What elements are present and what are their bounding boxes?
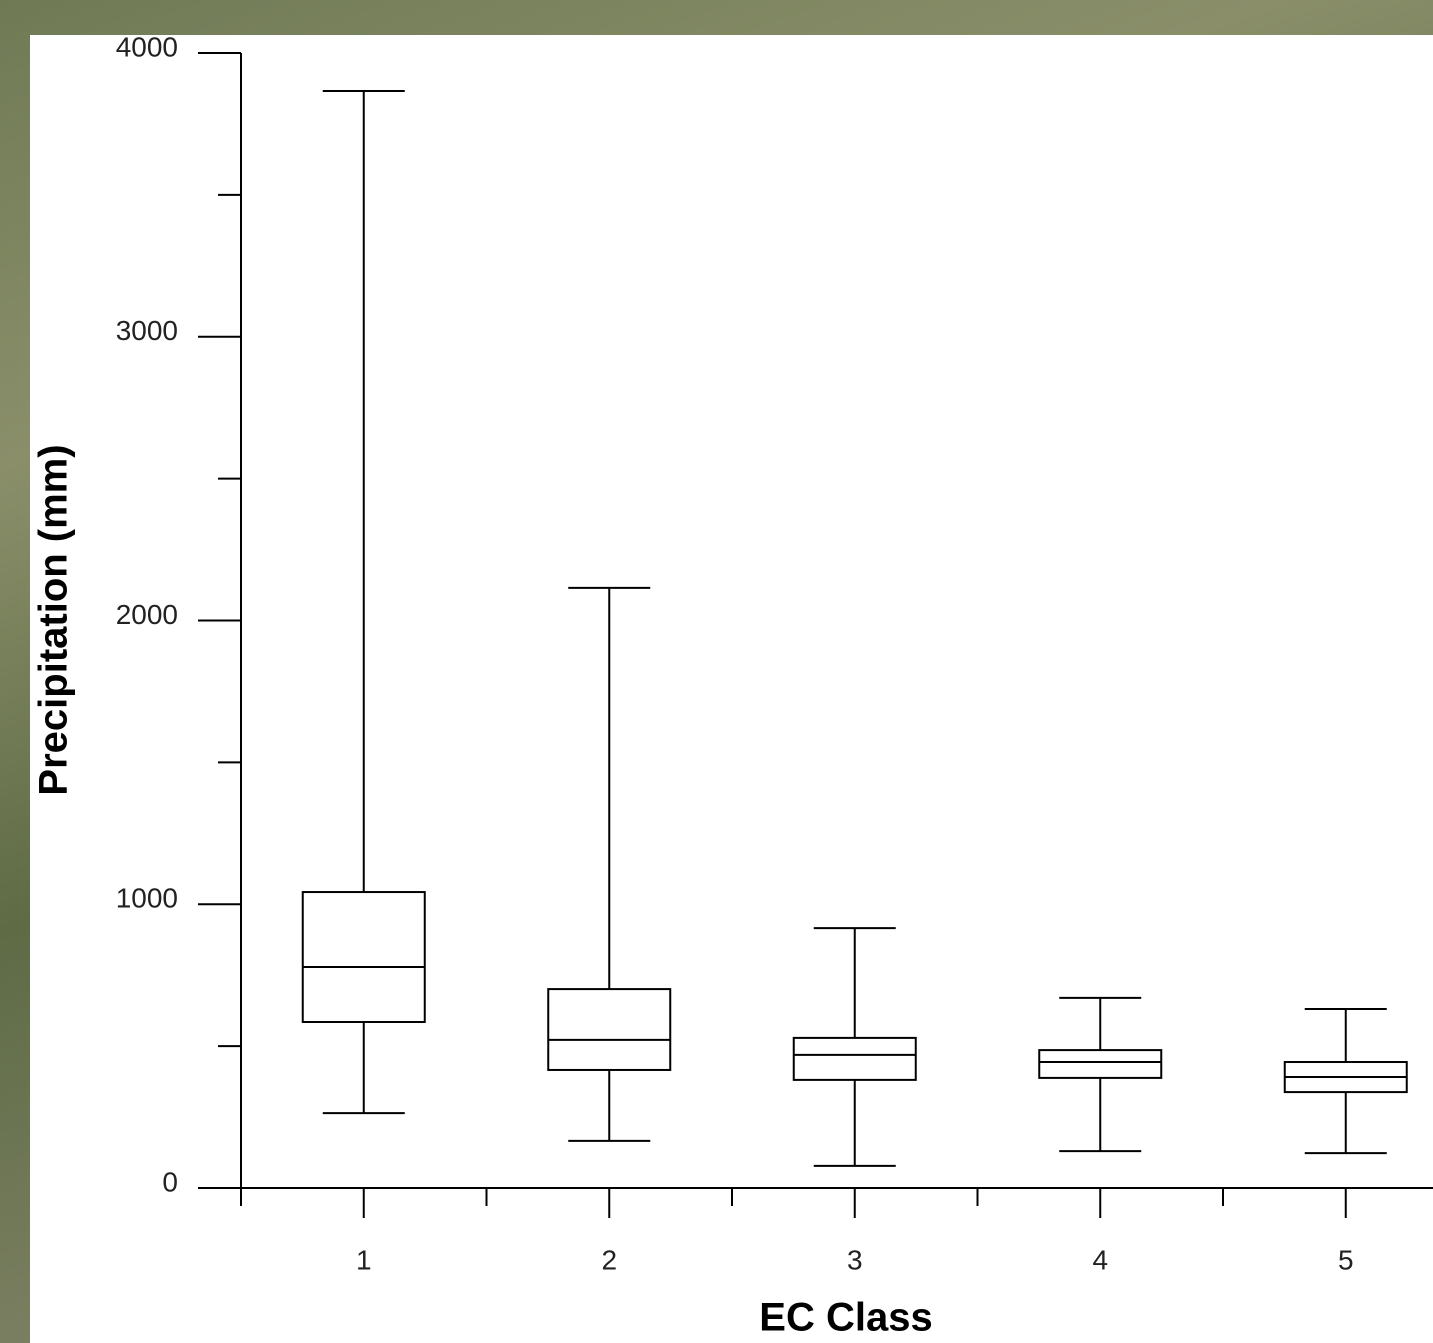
y-tick-label: 0 [162, 1166, 178, 1197]
chart: EC Class Precipitation (mm) 0 1000 2000 300… [0, 0, 1433, 1343]
y-tick-label: 4000 [116, 31, 178, 62]
x-tick-label: 1 [356, 1244, 372, 1275]
x-tick-label: 3 [847, 1244, 863, 1275]
y-tick-label: 1000 [116, 883, 178, 914]
y-tick-label: 3000 [116, 315, 178, 346]
y-axis-title: Precipitation (mm) [32, 444, 76, 795]
x-tick-label: 2 [601, 1244, 617, 1275]
page: EC Class Precipitation (mm) 0 1000 2000 300… [0, 0, 1433, 1343]
x-axis-title: EC Class [759, 1296, 932, 1340]
x-tick-label: 4 [1092, 1244, 1108, 1275]
y-tick-label: 2000 [116, 599, 178, 630]
x-tick-label: 5 [1338, 1244, 1354, 1275]
